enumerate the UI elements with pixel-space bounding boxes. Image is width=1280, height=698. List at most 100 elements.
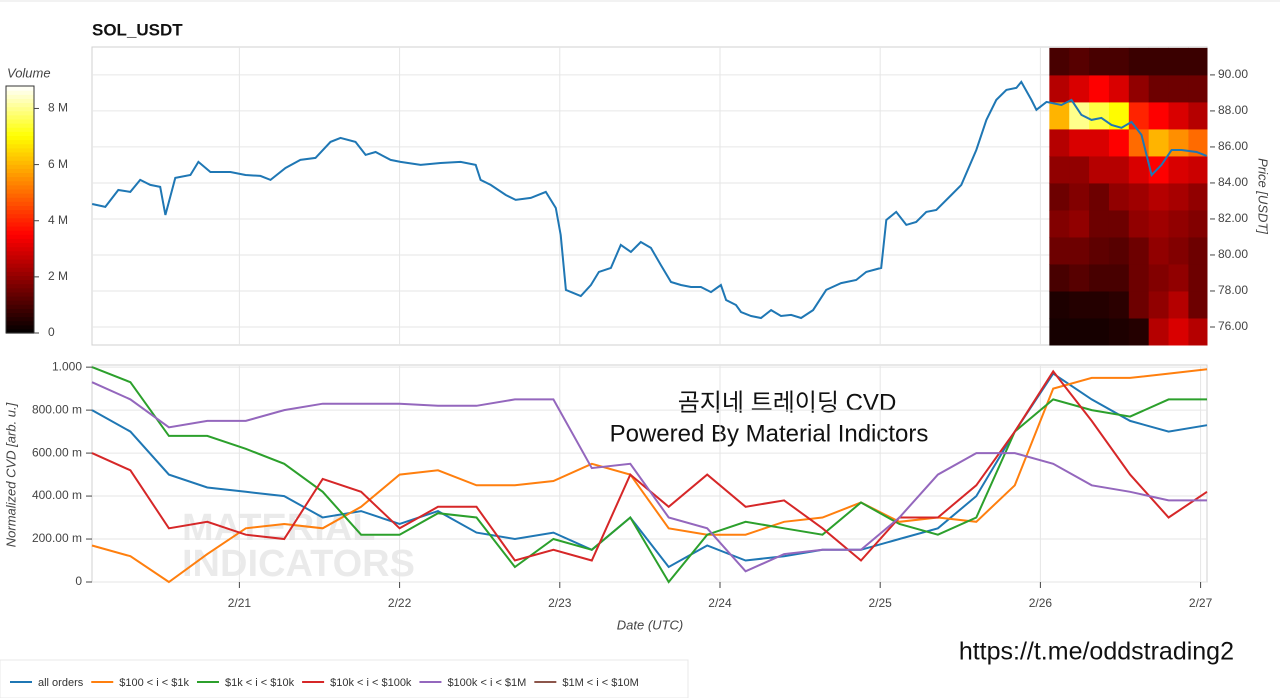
colorbar-segment	[6, 271, 34, 276]
heat-cell	[1089, 182, 1110, 211]
colorbar-segment	[6, 217, 34, 223]
colorbar-tick-label: 8 M	[48, 101, 68, 115]
y-tick-label: 86.00	[1218, 139, 1248, 153]
heat-cell	[1089, 209, 1110, 238]
heat-cell	[1148, 290, 1170, 319]
heat-cell	[1188, 182, 1208, 211]
heat-cell	[1148, 128, 1170, 157]
colorbar-segment	[6, 102, 34, 108]
heat-cell	[1108, 74, 1130, 103]
heat-cell	[1049, 74, 1070, 103]
colorbar-segment	[6, 90, 34, 95]
heat-cell	[1168, 290, 1189, 319]
heat-cell	[1128, 155, 1150, 184]
heat-cell	[1108, 128, 1130, 157]
colorbar-segment	[6, 250, 34, 256]
colorbar-segment	[6, 225, 34, 231]
heat-cell	[1128, 101, 1150, 130]
link[interactable]: https://t.me/oddstrading2	[959, 638, 1234, 666]
heat-cell	[1188, 128, 1208, 157]
x-tick-label: 2/23	[548, 596, 572, 610]
heat-cell	[1108, 155, 1130, 184]
heat-cell	[1148, 182, 1170, 211]
colorbar-segment	[6, 155, 34, 161]
y-tick-label: 0	[75, 574, 82, 588]
colorbar-segment	[6, 98, 34, 104]
heat-cell	[1089, 317, 1110, 346]
colorbar-segment	[6, 123, 34, 128]
colorbar-segment	[6, 304, 34, 309]
legend-box	[0, 659, 689, 698]
series-line	[91, 368, 1208, 584]
colorbar-segment	[6, 139, 34, 145]
colorbar-segment	[6, 242, 34, 248]
plot-frame	[91, 46, 1208, 346]
heat-cell	[1089, 263, 1110, 292]
heat-cell	[1089, 236, 1110, 265]
legend-label: $1M < i < $10M	[562, 677, 638, 689]
watermark: INDICATORS	[182, 543, 415, 585]
heat-cell	[1089, 290, 1110, 319]
x-tick-label: 2/22	[388, 596, 412, 610]
colorbar-tick-label: 6 M	[48, 157, 68, 171]
heat-cell	[1168, 47, 1189, 76]
colorbar-segment	[6, 258, 34, 264]
annotation: 곰지네 트레이딩 CVD	[678, 389, 897, 416]
heat-cell	[1148, 47, 1170, 76]
colorbar-segment	[6, 197, 34, 202]
colorbar-segment	[6, 184, 34, 190]
colorbar-segment	[6, 172, 34, 178]
heat-cell	[1089, 155, 1110, 184]
colorbar-segment	[6, 114, 34, 120]
y-axis-label: Normalized CVD [arb. u.]	[3, 402, 18, 547]
heat-cell	[1089, 101, 1110, 130]
heat-cell	[1108, 101, 1130, 130]
heat-cell	[1128, 263, 1150, 292]
colorbar-segment	[6, 127, 34, 132]
colorbar-tick-label: 0	[48, 325, 55, 339]
colorbar-segment	[6, 320, 34, 326]
heat-cell	[1188, 209, 1208, 238]
heat-cell	[1168, 263, 1189, 292]
y-tick-label: 82.00	[1218, 211, 1248, 225]
heat-cell	[1069, 47, 1090, 76]
heat-cell	[1049, 155, 1070, 184]
heat-cell	[1108, 290, 1130, 319]
colorbar-segment	[6, 160, 34, 165]
colorbar-segment	[6, 316, 34, 322]
heat-cell	[1168, 128, 1189, 157]
legend-label: $1k < i < $10k	[225, 677, 295, 689]
heat-cell	[1188, 47, 1208, 76]
heat-cell	[1188, 155, 1208, 184]
colorbar-segment	[6, 106, 34, 112]
colorbar-segment	[6, 180, 34, 186]
heat-cell	[1108, 317, 1130, 346]
y-tick-label: 1.000	[52, 359, 82, 373]
heat-cell	[1168, 317, 1189, 346]
heat-cell	[1108, 182, 1130, 211]
colorbar-segment	[6, 176, 34, 182]
colorbar-segment	[6, 275, 34, 281]
colorbar-segment	[6, 246, 34, 252]
heat-cell	[1168, 236, 1189, 265]
colorbar-segment	[6, 300, 34, 305]
heat-cell	[1148, 263, 1170, 292]
colorbar-segment	[6, 131, 34, 136]
heat-cell	[1188, 290, 1208, 319]
heat-cell	[1128, 182, 1150, 211]
x-tick-label: 2/27	[1189, 596, 1213, 610]
heat-cell	[1188, 101, 1208, 130]
heat-cell	[1168, 209, 1189, 238]
y-tick-label: 800.00 m	[32, 402, 82, 416]
colorbar-tick-label: 2 M	[48, 269, 68, 283]
colorbar-segment	[6, 94, 34, 99]
colorbar-segment	[6, 151, 34, 157]
heat-cell	[1049, 317, 1070, 346]
heat-cell	[1049, 182, 1070, 211]
heat-cell	[1069, 236, 1090, 265]
colorbar-segment	[6, 118, 34, 124]
heat-cell	[1069, 209, 1090, 238]
colorbar-segment	[6, 193, 34, 198]
colorbar-segment	[6, 254, 34, 260]
y-axis-label: Price [USDT]	[1256, 158, 1271, 234]
